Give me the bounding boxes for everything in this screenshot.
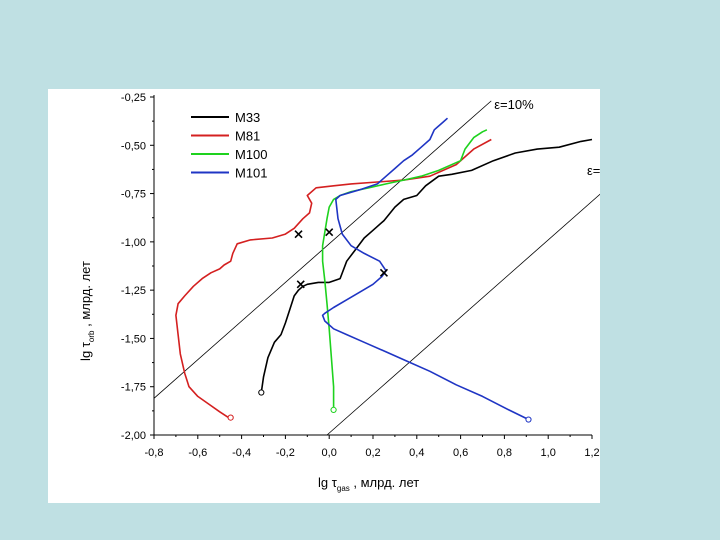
cross-marker <box>379 268 389 277</box>
series-line-m81 <box>175 138 492 419</box>
x-tick-label: -0,2 <box>276 447 295 459</box>
endpoint-marker <box>330 406 337 413</box>
series-line-m101 <box>321 117 529 421</box>
legend-label-m100: M100 <box>235 147 268 162</box>
legend-label-m33: M33 <box>235 110 260 125</box>
cross-marker <box>294 230 303 239</box>
cross-marker <box>325 228 334 237</box>
x-tick-label: 1,2 <box>584 447 599 459</box>
cross-marker <box>296 280 305 289</box>
series-line-m33 <box>260 138 593 393</box>
legend-label-m101: M101 <box>235 166 268 181</box>
y-tick-label: -0,25 <box>121 92 146 104</box>
x-tick-label: 0,2 <box>365 447 380 459</box>
reference-label: ε= <box>587 163 600 178</box>
reference-line <box>326 193 600 436</box>
series-layer <box>175 117 593 421</box>
x-tick-label: -0,6 <box>188 447 207 459</box>
markers <box>227 228 532 423</box>
legend: ε=10% ε= M33 M81 M100 M101 <box>191 97 600 181</box>
x-tick-label: 0,0 <box>322 447 337 459</box>
y-tick-label: -1,25 <box>121 285 146 297</box>
x-tick-label: 0,8 <box>497 447 512 459</box>
tick-labels: -0,8 -0,6 -0,4 -0,2 0,0 0,2 0,4 0,6 0,8 1,0 1,2 -0,… <box>121 92 600 459</box>
endpoint-marker <box>258 389 265 396</box>
x-tick-label: -0,8 <box>145 447 164 459</box>
endpoint-marker <box>227 414 234 421</box>
x-axis-label: lg τgas , млрд. лет <box>318 475 419 493</box>
y-tick-label: -0,50 <box>121 140 146 152</box>
y-tick-label: -2,00 <box>121 430 146 442</box>
legend-label-m81: M81 <box>235 129 260 144</box>
reference-label: ε=10% <box>494 97 534 112</box>
axes <box>150 95 593 439</box>
x-tick-label: 0,4 <box>409 447 424 459</box>
chart-panel: -0,8 -0,6 -0,4 -0,2 0,0 0,2 0,4 0,6 0,8 1,0 1,2 -0,… <box>48 89 600 503</box>
y-tick-label: -1,50 <box>121 333 146 345</box>
y-tick-label: -1,00 <box>121 237 146 249</box>
y-tick-label: -1,75 <box>121 382 146 394</box>
chart: -0,8 -0,6 -0,4 -0,2 0,0 0,2 0,4 0,6 0,8 1,0 1,2 -0,… <box>78 92 600 493</box>
x-tick-label: 0,6 <box>453 447 468 459</box>
x-tick-label: -0,4 <box>232 447 251 459</box>
endpoint-marker <box>525 416 532 423</box>
y-tick-label: -0,75 <box>121 189 146 201</box>
y-axis-label: lg τorb , млрд. лет <box>78 261 96 361</box>
x-tick-label: 1,0 <box>541 447 556 459</box>
